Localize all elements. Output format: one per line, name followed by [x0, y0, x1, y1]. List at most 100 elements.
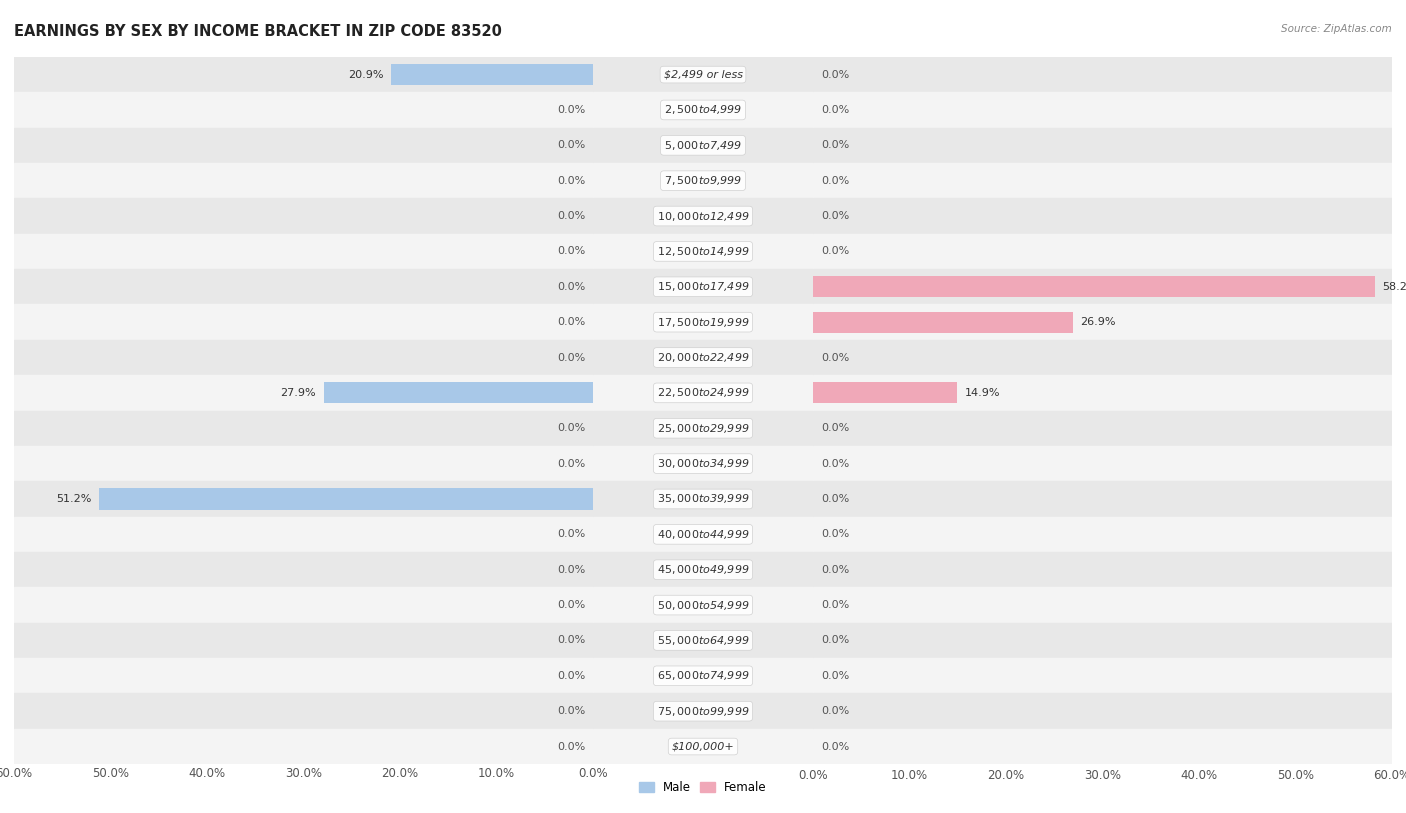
Bar — [813, 233, 1392, 269]
Bar — [813, 376, 1392, 411]
Text: 0.0%: 0.0% — [821, 636, 849, 646]
Text: $35,000 to $39,999: $35,000 to $39,999 — [657, 493, 749, 506]
Text: 0.0%: 0.0% — [821, 211, 849, 221]
Bar — [813, 623, 1392, 659]
Bar — [813, 128, 1392, 163]
Text: 26.9%: 26.9% — [1080, 317, 1116, 327]
Bar — [813, 382, 957, 403]
Bar — [813, 163, 1392, 198]
Text: 0.0%: 0.0% — [557, 141, 585, 150]
Text: EARNINGS BY SEX BY INCOME BRACKET IN ZIP CODE 83520: EARNINGS BY SEX BY INCOME BRACKET IN ZIP… — [14, 24, 502, 39]
Text: 0.0%: 0.0% — [821, 176, 849, 185]
Bar — [14, 552, 593, 587]
Bar — [813, 481, 1392, 517]
Text: 0.0%: 0.0% — [557, 353, 585, 363]
Text: 0.0%: 0.0% — [557, 706, 585, 716]
Text: $100,000+: $100,000+ — [672, 741, 734, 751]
Text: 0.0%: 0.0% — [821, 565, 849, 575]
Bar — [14, 587, 593, 623]
Bar — [14, 233, 593, 269]
Bar — [593, 729, 813, 764]
Bar — [593, 304, 813, 340]
Bar — [593, 92, 813, 128]
Bar — [813, 552, 1392, 587]
Text: 0.0%: 0.0% — [821, 741, 849, 751]
Bar — [813, 57, 1392, 92]
Text: $45,000 to $49,999: $45,000 to $49,999 — [657, 563, 749, 576]
Text: 0.0%: 0.0% — [557, 424, 585, 433]
Text: 0.0%: 0.0% — [821, 494, 849, 504]
Text: 0.0%: 0.0% — [557, 741, 585, 751]
Bar — [813, 659, 1392, 693]
Bar — [593, 552, 813, 587]
Text: $40,000 to $44,999: $40,000 to $44,999 — [657, 528, 749, 541]
Text: 0.0%: 0.0% — [557, 671, 585, 680]
Text: $2,500 to $4,999: $2,500 to $4,999 — [664, 103, 742, 116]
Bar — [391, 64, 593, 85]
Bar — [593, 57, 813, 92]
Bar — [813, 729, 1392, 764]
Bar — [14, 623, 593, 659]
Bar — [813, 446, 1392, 481]
Bar — [14, 304, 593, 340]
Bar — [323, 382, 593, 403]
Bar — [813, 304, 1392, 340]
Bar — [593, 659, 813, 693]
Text: 0.0%: 0.0% — [821, 600, 849, 610]
Text: 0.0%: 0.0% — [557, 529, 585, 539]
Bar — [593, 623, 813, 659]
Bar — [593, 376, 813, 411]
Bar — [593, 693, 813, 729]
Text: $10,000 to $12,499: $10,000 to $12,499 — [657, 210, 749, 223]
Bar — [593, 411, 813, 446]
Bar — [14, 92, 593, 128]
Text: $5,000 to $7,499: $5,000 to $7,499 — [664, 139, 742, 152]
Text: 0.0%: 0.0% — [557, 105, 585, 115]
Text: 0.0%: 0.0% — [557, 211, 585, 221]
Bar — [593, 340, 813, 375]
Bar — [813, 411, 1392, 446]
Text: 0.0%: 0.0% — [557, 176, 585, 185]
Text: 20.9%: 20.9% — [347, 70, 384, 80]
Text: 0.0%: 0.0% — [557, 459, 585, 468]
Text: $12,500 to $14,999: $12,500 to $14,999 — [657, 245, 749, 258]
Text: $17,500 to $19,999: $17,500 to $19,999 — [657, 315, 749, 328]
Bar — [14, 693, 593, 729]
Text: 0.0%: 0.0% — [557, 636, 585, 646]
Text: 58.2%: 58.2% — [1382, 282, 1406, 292]
Bar — [593, 233, 813, 269]
Text: 14.9%: 14.9% — [965, 388, 1000, 398]
Text: 0.0%: 0.0% — [557, 282, 585, 292]
Bar — [593, 128, 813, 163]
Text: 27.9%: 27.9% — [280, 388, 316, 398]
Text: 0.0%: 0.0% — [557, 246, 585, 256]
Text: $7,500 to $9,999: $7,500 to $9,999 — [664, 174, 742, 187]
Bar — [813, 340, 1392, 375]
Bar — [813, 587, 1392, 623]
Bar — [98, 489, 593, 510]
Bar — [813, 311, 1073, 333]
Text: $65,000 to $74,999: $65,000 to $74,999 — [657, 669, 749, 682]
Bar — [593, 517, 813, 552]
Text: $55,000 to $64,999: $55,000 to $64,999 — [657, 634, 749, 647]
Bar — [14, 517, 593, 552]
Bar — [14, 128, 593, 163]
Bar — [593, 446, 813, 481]
Text: 0.0%: 0.0% — [821, 459, 849, 468]
Bar — [813, 276, 1375, 298]
Bar — [14, 729, 593, 764]
Text: 0.0%: 0.0% — [821, 246, 849, 256]
Bar — [14, 163, 593, 198]
Text: 0.0%: 0.0% — [557, 600, 585, 610]
Bar — [813, 517, 1392, 552]
Bar — [813, 92, 1392, 128]
Text: $75,000 to $99,999: $75,000 to $99,999 — [657, 705, 749, 718]
Text: 0.0%: 0.0% — [557, 317, 585, 327]
Bar — [14, 446, 593, 481]
Text: 0.0%: 0.0% — [557, 565, 585, 575]
Text: $20,000 to $22,499: $20,000 to $22,499 — [657, 351, 749, 364]
Bar — [14, 376, 593, 411]
Text: 51.2%: 51.2% — [56, 494, 91, 504]
Text: 0.0%: 0.0% — [821, 424, 849, 433]
Text: $25,000 to $29,999: $25,000 to $29,999 — [657, 422, 749, 435]
